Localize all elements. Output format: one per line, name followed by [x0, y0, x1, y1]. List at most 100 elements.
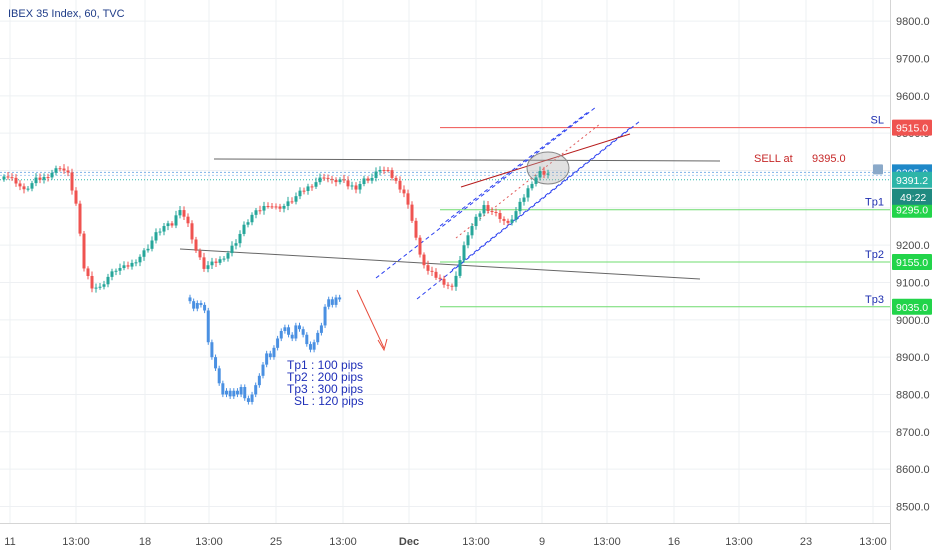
- highlight-ellipse[interactable]: [526, 151, 570, 185]
- candle-body: [218, 259, 222, 263]
- candle-body: [386, 170, 390, 172]
- candle-body: [490, 211, 494, 213]
- price-tick-label: 9600.0: [896, 91, 930, 103]
- countdown-text: 49:22: [900, 192, 926, 204]
- candle-body: [534, 177, 538, 184]
- channel-inner-2[interactable]: [451, 127, 631, 271]
- candle-body: [98, 286, 102, 288]
- candle-body: [374, 171, 378, 178]
- candle-body: [478, 213, 482, 217]
- candle-body: [154, 232, 158, 241]
- candle-body: [6, 176, 10, 178]
- projection-bar: [203, 304, 207, 311]
- sell-price: 9395.0: [812, 153, 846, 165]
- candle-body: [170, 223, 174, 226]
- candle-body: [458, 260, 462, 276]
- time-tick-label: Dec: [399, 536, 419, 548]
- time-tick-label: 13:00: [195, 536, 223, 548]
- candle-body: [94, 287, 98, 289]
- candle-body: [90, 275, 94, 289]
- projection-bar: [257, 375, 261, 386]
- candle-body: [254, 210, 258, 215]
- candle-body: [118, 268, 122, 271]
- price-tick-label: 8500.0: [896, 501, 930, 513]
- price-tick-label: 9000.0: [896, 315, 930, 327]
- projection-bar: [316, 332, 320, 343]
- candle-body: [502, 218, 506, 221]
- candle-body: [214, 261, 218, 263]
- projection-bar: [308, 344, 312, 350]
- projection-bar: [210, 342, 214, 358]
- target-levels: SL Tp1 Tp2 Tp3: [0, 115, 890, 308]
- projection-series: [188, 294, 342, 405]
- projection-bar: [319, 325, 323, 333]
- alert-icon[interactable]: [873, 164, 883, 175]
- projection-bar: [312, 342, 316, 350]
- candle-body: [18, 183, 22, 187]
- level-label-tp1: Tp1: [865, 197, 884, 209]
- drawings[interactable]: [179, 106, 721, 352]
- candle-body: [226, 253, 230, 259]
- projection-bar: [243, 387, 247, 399]
- resistance-line[interactable]: [213, 158, 721, 162]
- projection-bar: [228, 390, 232, 397]
- candle-body: [238, 233, 242, 244]
- candle-body: [66, 170, 70, 173]
- candle-body: [186, 216, 190, 224]
- candle-body: [142, 250, 146, 257]
- projection-bar: [250, 394, 254, 402]
- time-axis[interactable]: 11 13:00 18 13:00 25 13:00 Dec 13:00 9 13:00 16 13:…: [0, 523, 890, 549]
- candle-body: [126, 265, 130, 267]
- projection-bar: [246, 398, 250, 402]
- candle-body: [286, 201, 290, 206]
- channel-inner-1[interactable]: [439, 111, 589, 227]
- candle-body: [526, 188, 530, 198]
- trend-line[interactable]: [460, 133, 631, 188]
- projection-bar: [206, 310, 210, 343]
- candle-body: [38, 177, 42, 180]
- candle-body: [310, 186, 314, 188]
- time-tick-label: 13:00: [859, 536, 887, 548]
- candle-body: [182, 210, 186, 217]
- price-tag-tp3: [892, 298, 932, 315]
- candle-body: [294, 196, 298, 202]
- candle-body: [366, 178, 370, 181]
- time-tick-label: 9: [539, 536, 545, 548]
- projection-arrow[interactable]: [356, 289, 385, 349]
- support-line[interactable]: [179, 248, 701, 280]
- candle-body: [74, 190, 78, 204]
- candle-body: [190, 223, 194, 240]
- level-label-tp2: Tp2: [865, 249, 884, 261]
- projection-bar: [279, 331, 283, 339]
- candle-body: [334, 179, 338, 183]
- candle-body: [158, 231, 162, 233]
- candle-body: [482, 205, 486, 214]
- candle-body: [54, 168, 58, 173]
- candle-body: [70, 172, 74, 191]
- channel-upper[interactable]: [375, 106, 597, 279]
- channel-lower[interactable]: [416, 120, 641, 300]
- time-tick-label: 25: [270, 536, 282, 548]
- candle-body: [290, 201, 294, 203]
- candle-body: [174, 215, 178, 226]
- candle-body: [274, 206, 278, 208]
- projection-bar: [294, 325, 298, 339]
- candle-body: [122, 265, 126, 269]
- time-tick-label: 13:00: [725, 536, 753, 548]
- price-tag-tp1: [892, 201, 932, 218]
- chart-title: IBEX 35 Index, 60, TVC: [8, 8, 125, 20]
- projection-bar: [298, 325, 301, 330]
- candle-body: [42, 177, 46, 180]
- candle-body: [414, 220, 418, 238]
- price-axis[interactable]: 8500.0 8600.0 8700.0 8800.0 8900.0 9000.0 9100…: [890, 0, 930, 550]
- candle-body: [198, 250, 202, 258]
- candle-body: [166, 223, 170, 227]
- candle-body: [194, 239, 198, 251]
- projection-bar: [272, 347, 276, 358]
- time-tick-label: 23: [800, 536, 812, 548]
- candle-body: [402, 189, 406, 194]
- candle-body: [486, 205, 490, 212]
- candle-body: [10, 177, 14, 179]
